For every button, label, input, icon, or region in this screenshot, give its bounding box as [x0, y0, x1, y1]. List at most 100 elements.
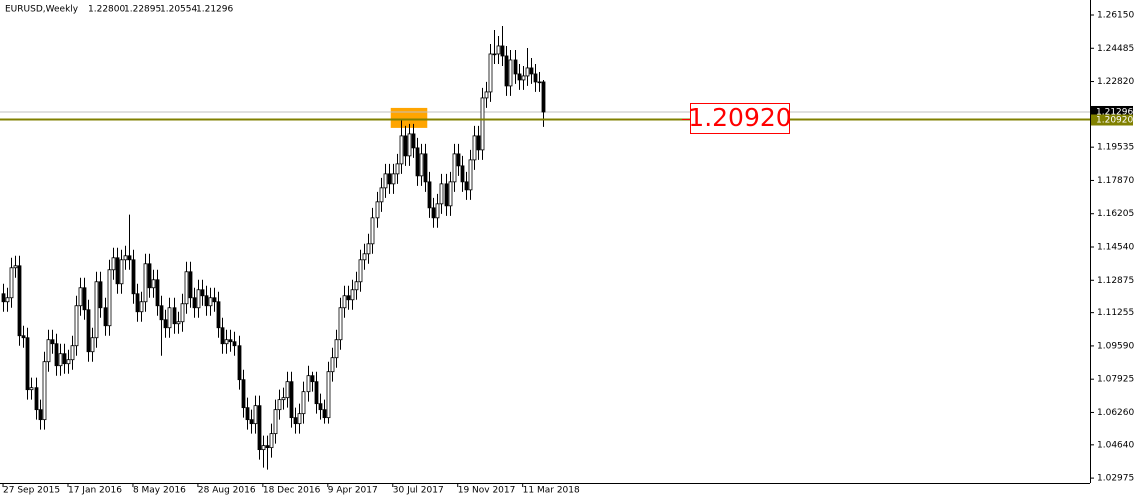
candle-body: [496, 45, 501, 55]
candle-body: [232, 341, 237, 347]
bid-label-box: [1091, 105, 1133, 117]
level-label: 1.20920: [1096, 116, 1133, 126]
candle-body: [159, 305, 164, 321]
candle-body: [265, 445, 270, 449]
y-tick-label: 1.04640: [1097, 440, 1134, 450]
candle-body: [508, 59, 513, 87]
candle-body: [521, 75, 526, 81]
y-tick-label: 1.26150: [1097, 10, 1134, 20]
candle-body: [273, 409, 278, 435]
x-tick-label: 27 Sep 2015: [3, 486, 60, 496]
candle-body: [525, 67, 530, 77]
candle-body: [127, 255, 132, 261]
candle-body: [354, 281, 359, 291]
candle-body: [86, 309, 91, 353]
candle-body: [200, 289, 205, 297]
candle-body: [537, 81, 542, 84]
candle-body: [163, 319, 168, 329]
bid-label: 1.21296: [1096, 107, 1133, 117]
x-tick-label: 11 Mar 2018: [523, 486, 580, 496]
candle-body: [439, 183, 444, 205]
x-tick-label: 18 Dec 2016: [263, 486, 321, 496]
candle-body: [362, 253, 367, 261]
candle-body: [468, 159, 473, 191]
candle-body: [277, 399, 282, 411]
candle-body: [423, 153, 428, 183]
candle-body: [34, 387, 39, 411]
chart-title: EURUSD,Weekly: [5, 5, 79, 15]
candle-body: [301, 391, 306, 415]
candle-body: [184, 271, 189, 305]
candle-body: [314, 381, 319, 405]
candle-body: [322, 409, 327, 419]
candle-body: [435, 203, 440, 219]
candle-body: [387, 173, 392, 185]
candle-body: [476, 135, 481, 151]
candle-body: [334, 339, 339, 359]
candle-body: [464, 181, 469, 191]
candle-body: [90, 337, 95, 353]
candle-body: [472, 135, 477, 161]
ohlc-info: 1.22800: [88, 5, 125, 15]
y-tick-label: 1.09590: [1097, 341, 1134, 351]
candle-body: [119, 259, 124, 285]
candle-body: [172, 307, 177, 325]
candle-body: [228, 339, 233, 343]
candle-body: [107, 269, 112, 327]
y-tick-label: 1.19535: [1097, 143, 1134, 153]
candle-body: [513, 59, 518, 75]
candle-body: [338, 307, 343, 341]
candle-body: [379, 187, 384, 203]
candle-body: [224, 339, 229, 345]
candle-body: [139, 301, 144, 313]
candle-body: [66, 359, 71, 365]
candle-body: [237, 345, 242, 381]
y-tick-label: 1.07925: [1097, 375, 1134, 385]
candle-body: [204, 295, 209, 307]
y-tick-label: 1.16205: [1097, 209, 1134, 219]
candle-body: [318, 403, 323, 411]
candle-body: [261, 445, 266, 451]
candle-body: [358, 259, 363, 283]
y-tick-label: 1.02975: [1097, 474, 1134, 484]
candle-body: [82, 287, 87, 311]
candle-body: [541, 81, 546, 113]
candle-body: [391, 173, 396, 185]
candle-body: [407, 133, 412, 157]
candle-body: [285, 381, 290, 399]
candle-body: [9, 267, 14, 299]
y-tick-label: 1.06260: [1097, 408, 1134, 418]
candle-body: [58, 353, 63, 367]
candle-body: [460, 165, 465, 183]
candle-body: [131, 259, 136, 295]
candle-body: [411, 133, 416, 149]
candle-body: [480, 97, 485, 151]
candle-body: [5, 297, 10, 303]
x-tick-label: 9 Apr 2017: [328, 486, 378, 496]
candle-body: [167, 307, 172, 329]
annotation-text: 1.20920: [688, 103, 791, 132]
candle-body: [326, 371, 331, 419]
candle-body: [208, 297, 213, 307]
candle-body: [342, 295, 347, 309]
candle-body: [94, 281, 99, 339]
candle-body: [350, 289, 355, 301]
candle-body: [38, 409, 43, 421]
candle-body: [504, 55, 509, 87]
candle-body: [21, 335, 26, 339]
candle-body: [452, 153, 457, 183]
candle-body: [176, 321, 181, 325]
candle-body: [188, 271, 193, 299]
y-tick-label: 1.12875: [1097, 276, 1134, 286]
candle-body: [419, 153, 424, 177]
annotation-box: [690, 103, 790, 134]
candle-body: [484, 91, 489, 99]
x-tick-label: 8 May 2016: [133, 486, 186, 496]
candle-body: [78, 287, 83, 307]
candle-body: [431, 207, 436, 219]
candle-body: [375, 201, 380, 219]
candle-body: [123, 255, 128, 261]
candle-body: [115, 257, 120, 285]
y-tick-label: 1.22820: [1097, 77, 1134, 87]
candle-body: [533, 73, 538, 83]
